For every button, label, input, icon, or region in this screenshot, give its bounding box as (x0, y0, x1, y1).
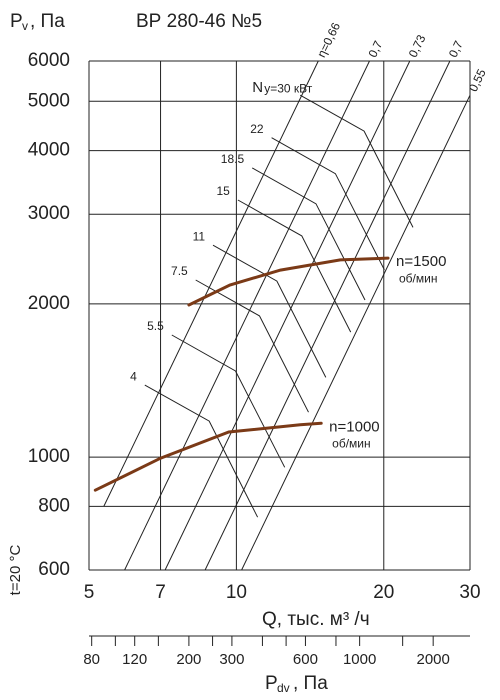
efficiency-label: 0,7 (365, 38, 385, 59)
power-line (299, 94, 414, 228)
x-tick-label: 30 (459, 582, 480, 603)
power-line (171, 334, 286, 468)
x2-label-unit: , Па (293, 673, 328, 694)
power-label: 22 (250, 122, 264, 136)
efficiency-line (164, 60, 411, 571)
power-label: 11 (193, 229, 206, 243)
power-line (271, 137, 385, 271)
power-label: 7.5 (171, 264, 188, 278)
y-label-symbol: P (10, 11, 23, 32)
x2-tick-label: 120 (122, 651, 147, 668)
y-tick-label: 2000 (28, 293, 70, 314)
power-line (195, 279, 309, 413)
power-label: у=30 кВт (264, 81, 313, 95)
x-tick-label: 20 (373, 582, 394, 603)
efficiency-line (241, 94, 471, 571)
x-tick-label: 5 (84, 582, 95, 603)
power-line (212, 244, 327, 378)
x-tick-label: 7 (155, 582, 166, 603)
y-tick-label: 3000 (28, 203, 70, 224)
y-tick-label: 1000 (28, 446, 70, 467)
speed-curve (93, 421, 323, 492)
y-tick-label: 600 (38, 559, 70, 580)
power-label: 18.5 (221, 152, 245, 166)
efficiency-label: 0,73 (406, 32, 429, 59)
efficiency-line (124, 60, 370, 571)
x2-tick-label: 80 (83, 651, 100, 668)
efficiency-label: 0,55 (466, 66, 489, 93)
x2-tick-label: 2000 (416, 651, 449, 668)
power-line (251, 167, 366, 301)
power-label-prefix: N (252, 79, 263, 96)
x-label: Q, тыс. м³ /ч (262, 609, 370, 630)
efficiency-label: 0,7 (446, 38, 466, 59)
y-tick-label: 4000 (28, 140, 70, 161)
x2-label-sub: dv (277, 681, 290, 695)
y-tick-label: 6000 (28, 50, 70, 71)
legend-unit: об/мин (399, 271, 437, 285)
legend-unit: об/мин (332, 436, 370, 450)
y-label-unit: , Па (30, 11, 65, 32)
power-line (237, 199, 352, 333)
y-label-sub: v (22, 19, 28, 33)
power-label: 15 (217, 184, 231, 198)
power-label: 4 (130, 369, 137, 383)
power-label: 5.5 (147, 319, 164, 333)
y-tick-label: 5000 (28, 90, 70, 111)
x-tick-label: 10 (226, 582, 247, 603)
x2-tick-label: 600 (293, 651, 318, 668)
side-label: t=20 °C (7, 545, 24, 596)
legend-label: n=1500 (396, 253, 446, 270)
x2-tick-label: 300 (219, 651, 244, 668)
power-line (144, 384, 259, 518)
chart-title: ВР 280-46 №5 (136, 11, 262, 32)
y-tick-label: 800 (38, 495, 70, 516)
speed-curve (187, 256, 390, 307)
legend-label: n=1000 (329, 418, 379, 435)
x2-label-symbol: P (265, 673, 278, 694)
efficiency-line (204, 60, 451, 571)
x2-tick-label: 1000 (343, 651, 376, 668)
x2-tick-label: 200 (176, 651, 201, 668)
efficiency-label: η=0,66 (314, 20, 343, 60)
efficiency-line (103, 60, 319, 507)
